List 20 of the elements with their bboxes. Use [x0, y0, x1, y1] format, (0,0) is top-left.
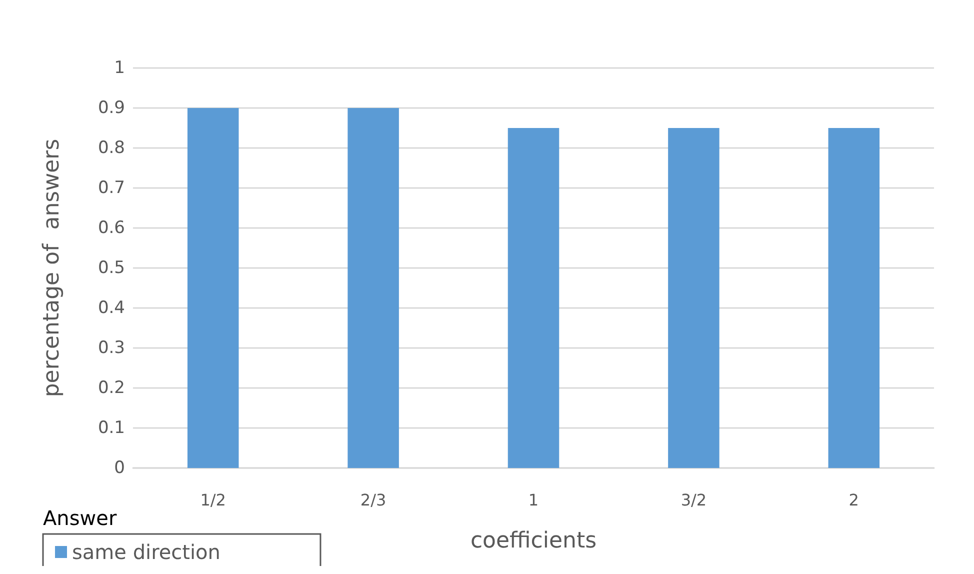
x-tick-label: 2/3	[360, 490, 386, 510]
x-tick-label: 1	[528, 490, 539, 510]
y-tick-label: 0.8	[98, 138, 125, 158]
x-axis-title: coefficients	[470, 528, 597, 554]
y-tick-label: 0.3	[98, 338, 125, 358]
y-tick-label: 0.1	[98, 418, 125, 438]
x-tick-label: 1/2	[200, 490, 226, 510]
x-tick-label: 2	[848, 490, 859, 510]
y-tick-label: 0.7	[98, 178, 125, 198]
y-tick-label: 0.4	[98, 298, 125, 318]
y-axis-title: percentage of answers	[40, 138, 64, 398]
y-tick-label: 0	[114, 458, 125, 478]
y-tick-label: 0.9	[98, 98, 125, 118]
y-tick-label: 1	[114, 58, 125, 78]
text: Answer	[43, 506, 118, 530]
y-tick-label: 0.2	[98, 378, 125, 398]
y-tick-label: 0.5	[98, 258, 125, 278]
legend-label: same direction	[72, 540, 220, 564]
y-tick-label: 0.6	[98, 218, 125, 238]
x-tick-label: 3/2	[680, 490, 707, 510]
